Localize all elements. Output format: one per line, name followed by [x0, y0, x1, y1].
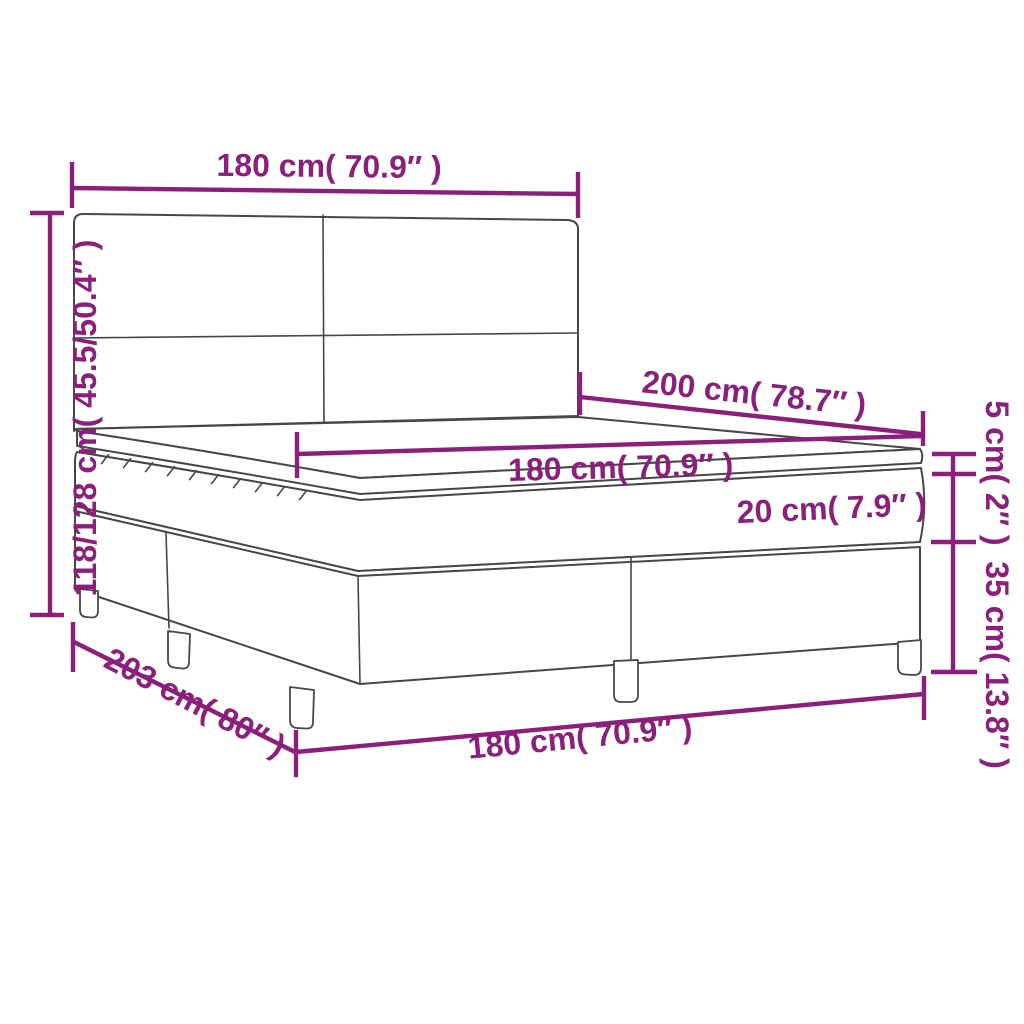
- mattress-seam-line: [76, 451, 922, 501]
- base-divider-left-face: [165, 532, 170, 629]
- bed-leg: [79, 588, 99, 619]
- label-base-height: 35 cm( 13.8″ ): [979, 561, 1015, 768]
- headboard-outline: [73, 213, 579, 432]
- bed-drawing: [73, 213, 926, 730]
- dim-line-overall-height: [30, 210, 64, 618]
- bed-leg: [613, 659, 639, 703]
- label-mattress-width: 180 cm( 70.9″ ): [508, 446, 734, 488]
- topper-side-band: [76, 430, 924, 495]
- label-topper-height: 5 cm( 2″ ): [979, 400, 1015, 545]
- dim-line-mattress-length: [577, 372, 922, 437]
- dim-overall-length: [70, 622, 299, 777]
- dim-right-heights: [931, 451, 977, 675]
- bed-leg: [897, 639, 922, 676]
- base-corner-edge: [357, 575, 361, 685]
- label-base-width: 180 cm( 70.9″ ): [466, 708, 694, 765]
- dim-line-mattress-width: [294, 411, 926, 478]
- dim-overall-height: [30, 210, 64, 618]
- dim-mattress-width: [294, 411, 926, 478]
- mattress: [74, 451, 926, 572]
- label-mattress-height: 20 cm( 7.9″ ): [736, 486, 927, 530]
- base-top-edge: [74, 505, 921, 572]
- headboard: [73, 213, 579, 432]
- dimension-lines: [30, 162, 977, 777]
- headboard-divider-horizontal: [73, 332, 579, 339]
- dim-line-right-heights: [931, 451, 977, 675]
- label-overall-length: 203 cm( 80″ ): [99, 640, 292, 764]
- mattress-stitch-marks: [100, 453, 308, 501]
- label-overall-height: 118/128 cm( 45.5/50.4″ ): [67, 240, 103, 597]
- dim-base-width: [295, 676, 927, 755]
- dim-mattress-length: [577, 372, 922, 437]
- bed-leg: [289, 686, 315, 730]
- dim-line-overall-length: [70, 622, 299, 777]
- dim-line-base-width: [295, 676, 927, 755]
- dim-line-headboard-width: [69, 162, 581, 218]
- bed-legs: [79, 588, 922, 730]
- headboard-divider-vertical: [322, 214, 325, 424]
- label-headboard-width: 180 cm( 70.9″ ): [216, 147, 442, 185]
- bed-leg: [167, 630, 191, 670]
- dim-headboard-width: [69, 162, 581, 218]
